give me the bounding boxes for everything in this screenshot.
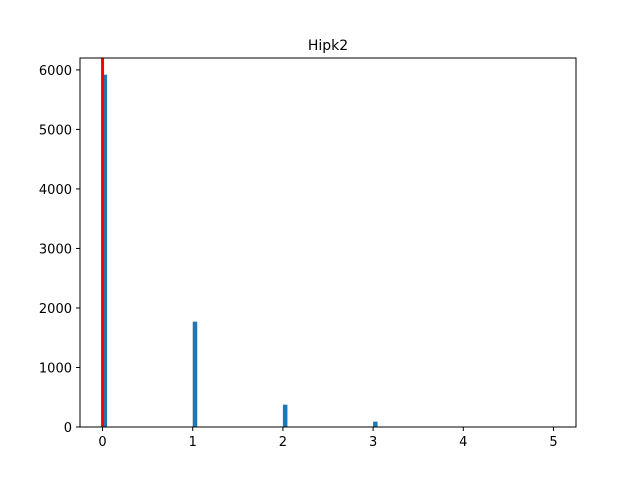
histogram-bar-3: [373, 422, 378, 427]
y-tick-label-2: 2000: [39, 302, 72, 317]
y-tick-label-4: 4000: [39, 183, 72, 198]
x-tick-label-3: 3: [369, 435, 377, 450]
histogram-bar-1: [193, 322, 198, 427]
y-tick-label-0: 0: [64, 421, 72, 436]
y-tick-label-5: 5000: [39, 123, 72, 138]
x-tick-label-1: 1: [189, 435, 197, 450]
y-tick-label-1: 1000: [39, 361, 72, 376]
y-tick-label-6: 6000: [39, 64, 72, 79]
histogram-bar-2: [283, 405, 288, 427]
x-tick-label-0: 0: [98, 435, 106, 450]
y-tick-label-3: 3000: [39, 242, 72, 257]
x-tick-label-4: 4: [459, 435, 467, 450]
x-tick-label-2: 2: [279, 435, 287, 450]
chart-title: Hipk2: [308, 38, 348, 54]
x-tick-label-5: 5: [549, 435, 557, 450]
